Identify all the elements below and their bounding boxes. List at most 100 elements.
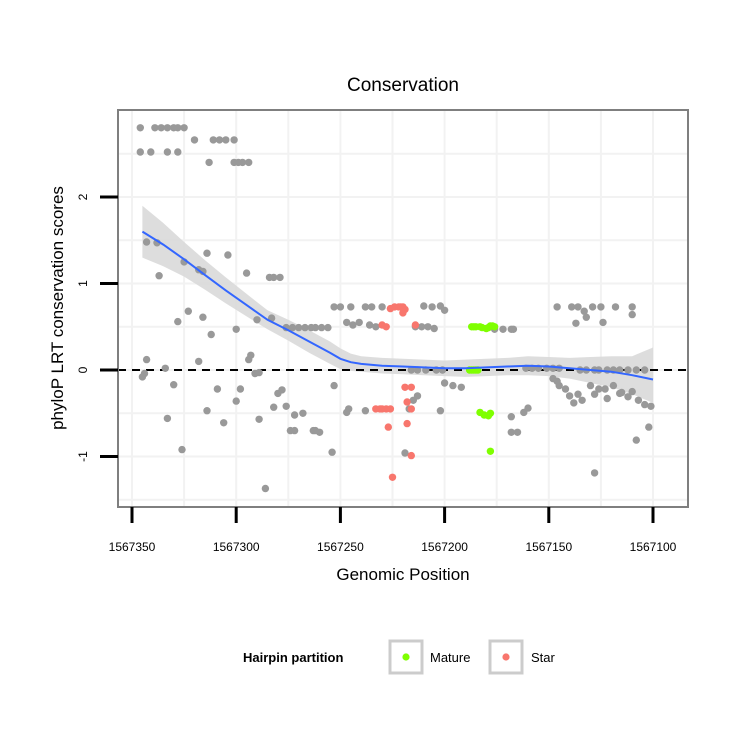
point-other — [315, 428, 324, 436]
point-other — [420, 302, 428, 310]
point-other — [361, 407, 370, 415]
point-other — [224, 251, 232, 259]
point-other — [378, 303, 386, 311]
point-other — [586, 381, 595, 390]
x-axis-title: Genomic Position — [336, 565, 469, 584]
point-other — [205, 158, 213, 167]
point-other — [170, 381, 178, 389]
x-axis: 1567350 1567300 1567250 1567200 1567150 15671… — [109, 507, 677, 554]
point-other — [603, 394, 611, 403]
point-other — [255, 368, 263, 377]
point-other — [209, 136, 217, 144]
point-other — [440, 306, 449, 314]
legend-key-mature — [388, 639, 424, 675]
point-star — [384, 423, 392, 431]
point-other — [457, 383, 465, 391]
x-tick-label: 1567200 — [421, 540, 468, 554]
point-mature — [486, 409, 495, 417]
point-other — [195, 357, 203, 366]
x-tick-label: 1567150 — [525, 540, 572, 554]
point-other — [253, 316, 261, 324]
point-other — [624, 366, 632, 374]
point-other — [290, 426, 299, 435]
y-axis-title: phyloP LRT conservation scores — [48, 186, 67, 430]
point-star — [403, 419, 411, 428]
point-other — [509, 325, 518, 333]
smooth-trend-line — [141, 230, 654, 381]
legend-label-star: Star — [531, 650, 556, 665]
point-other — [276, 273, 284, 282]
point-other — [203, 249, 211, 257]
point-other — [624, 393, 632, 401]
point-other — [372, 323, 380, 331]
point-star — [407, 383, 415, 391]
point-other — [245, 158, 253, 167]
point-other — [599, 318, 607, 327]
legend-swatch-mature — [402, 653, 410, 661]
point-other — [555, 381, 563, 390]
point-other — [407, 366, 415, 374]
point-other — [436, 407, 445, 415]
point-other — [282, 402, 290, 410]
point-other — [611, 303, 620, 311]
point-other — [317, 323, 326, 332]
point-other — [174, 317, 182, 326]
point-other — [330, 381, 338, 390]
y-tick-label: 0 — [76, 366, 90, 373]
point-star — [401, 383, 409, 391]
point-star — [407, 451, 415, 460]
legend-item-mature: Mature — [388, 639, 470, 675]
point-star — [388, 473, 397, 481]
point-other — [428, 303, 436, 311]
data-points — [136, 124, 655, 493]
point-star — [407, 405, 415, 413]
point-other — [628, 310, 636, 319]
x-tick-label: 1567250 — [317, 540, 364, 554]
point-other — [311, 323, 320, 332]
point-other — [336, 303, 345, 311]
point-other — [632, 366, 640, 374]
point-other — [601, 385, 609, 393]
x-tick-label: 1567100 — [630, 540, 677, 554]
point-star — [382, 323, 390, 331]
point-other — [578, 396, 586, 404]
point-other — [641, 400, 649, 409]
point-other — [595, 385, 603, 393]
point-other — [301, 323, 309, 332]
point-other — [174, 148, 182, 156]
point-other — [163, 414, 172, 423]
point-other — [151, 124, 159, 132]
point-other — [261, 484, 270, 493]
point-other — [255, 415, 263, 423]
point-other — [163, 124, 172, 132]
point-other — [609, 381, 618, 390]
point-other — [590, 390, 599, 398]
point-other — [238, 158, 247, 167]
point-other — [288, 323, 297, 332]
point-other — [199, 313, 207, 321]
point-other — [236, 385, 245, 393]
legend-title: Hairpin partition — [243, 650, 343, 665]
point-other — [413, 392, 422, 400]
point-other — [270, 403, 278, 411]
point-other — [136, 124, 144, 132]
point-other — [190, 136, 199, 144]
point-other — [138, 373, 147, 381]
point-other — [647, 402, 655, 410]
point-star — [403, 398, 411, 406]
point-other — [513, 428, 522, 436]
point-star — [399, 303, 407, 311]
point-other — [230, 136, 238, 144]
point-other — [524, 404, 532, 412]
point-other — [628, 303, 636, 311]
point-star — [411, 321, 420, 329]
smooth-line-path — [141, 230, 654, 381]
point-mature — [490, 323, 499, 331]
point-other — [440, 379, 449, 387]
y-tick-label: 1 — [76, 280, 90, 287]
plot-panel — [117, 109, 689, 508]
point-other — [401, 449, 409, 457]
point-other — [343, 318, 351, 327]
point-other — [142, 355, 151, 364]
point-other — [324, 323, 332, 332]
